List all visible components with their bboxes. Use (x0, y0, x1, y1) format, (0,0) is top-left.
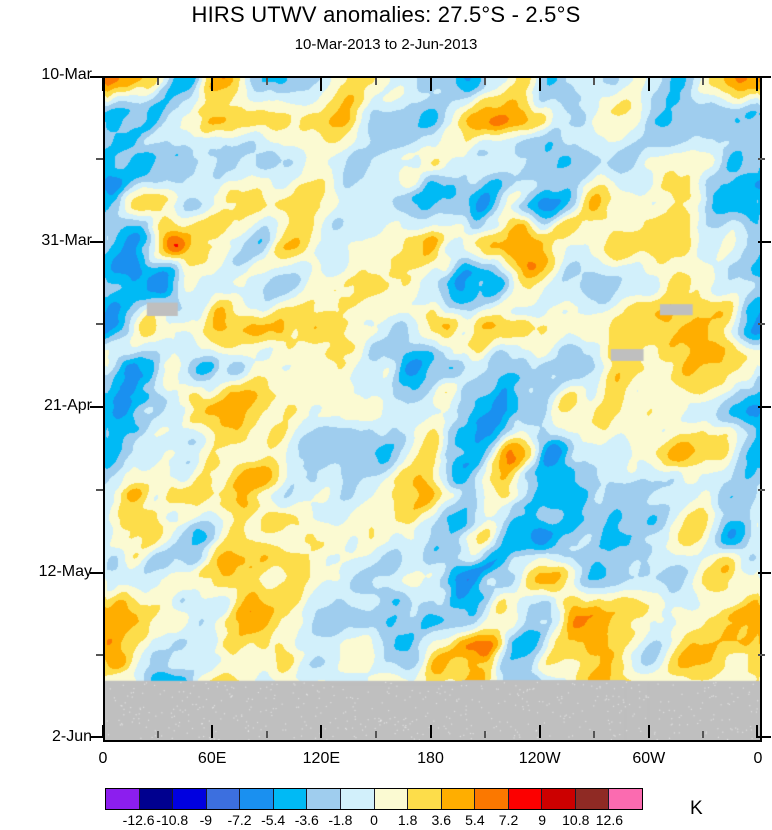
x-major-tick (102, 78, 104, 91)
y-minor-tick (96, 323, 103, 325)
x-minor-tick-bottom (375, 731, 377, 738)
colorbar-unit-label: K (690, 798, 703, 819)
colorbar-swatch (508, 789, 543, 809)
page-subtitle: 10-Mar-2013 to 2-Jun-2013 (294, 36, 478, 53)
colorbar-tick-label: -7.2 (227, 812, 252, 828)
colorbar-tick-label: -12.6 (122, 812, 155, 828)
y-major-tick-right (758, 241, 771, 243)
colorbar-swatch (173, 789, 207, 809)
x-major-tick (320, 78, 322, 91)
colorbar-tick-label: 12.6 (595, 812, 623, 828)
x-axis-label: 60E (197, 750, 227, 767)
x-axis-label: 120E (302, 750, 341, 767)
colorbar-swatch (441, 789, 476, 809)
x-major-tick (430, 78, 432, 91)
x-major-tick (756, 78, 758, 91)
colorbar (105, 788, 643, 810)
colorbar-swatch (273, 789, 308, 809)
y-major-tick (90, 241, 103, 243)
colorbar-tick-label: 7.2 (498, 812, 519, 828)
x-major-tick (539, 78, 541, 91)
x-minor-tick (157, 78, 159, 85)
y-minor-tick-right (758, 158, 765, 160)
x-major-tick-bottom (211, 725, 213, 738)
colorbar-swatch (374, 789, 409, 809)
colorbar-swatch (575, 789, 610, 809)
hovmoller-plot (103, 76, 762, 742)
y-minor-tick-right (758, 654, 765, 656)
plot-canvas-clip (105, 78, 760, 740)
x-major-tick-bottom (102, 725, 104, 738)
y-minor-tick-right (758, 323, 765, 325)
x-minor-tick-bottom (593, 731, 595, 738)
y-major-tick-right (758, 572, 771, 574)
colorbar-tick-label: -3.6 (294, 812, 319, 828)
x-minor-tick-bottom (702, 731, 704, 738)
x-minor-tick (266, 78, 268, 85)
page-title: HIRS UTWV anomalies: 27.5°S - 2.5°S (191, 2, 581, 27)
x-axis-label: 0 (753, 750, 763, 767)
x-minor-tick-bottom (484, 731, 486, 738)
colorbar-tick-label: -9 (199, 812, 213, 828)
colorbar-tick-label: 5.4 (465, 812, 485, 828)
colorbar-tick-label: -1.8 (328, 812, 353, 828)
anomaly-field-canvas (105, 78, 760, 740)
x-major-tick-bottom (756, 725, 758, 738)
y-major-tick (90, 76, 103, 78)
x-axis-label: 0 (98, 750, 108, 767)
colorbar-tick-label: 3.6 (431, 812, 451, 828)
colorbar-swatch (542, 789, 576, 809)
colorbar-tick-label: 1.8 (397, 812, 418, 828)
y-axis-label: 2-Jun (51, 728, 92, 745)
colorbar-tick-label: 10.8 (562, 812, 590, 828)
y-minor-tick-right (758, 489, 765, 491)
colorbar-tick-label: -5.4 (261, 812, 286, 828)
x-major-tick (648, 78, 650, 91)
y-axis-label: 12-May (38, 562, 92, 580)
colorbar-swatch (408, 789, 442, 809)
x-minor-tick (702, 78, 704, 85)
x-minor-tick (484, 78, 486, 85)
y-minor-tick (96, 158, 103, 160)
y-major-tick (90, 736, 103, 738)
y-axis-label: 10-Mar (41, 66, 92, 83)
colorbar-swatch (139, 789, 174, 809)
colorbar-swatch (206, 789, 241, 809)
x-axis-label: 60W (632, 750, 666, 767)
y-major-tick (90, 406, 103, 408)
colorbar-swatch (307, 789, 341, 809)
colorbar-tick-label: 9 (538, 812, 547, 828)
colorbar-swatch (609, 789, 642, 809)
x-minor-tick (593, 78, 595, 85)
y-major-tick-right (758, 76, 771, 78)
y-minor-tick (96, 489, 103, 491)
x-minor-tick-bottom (157, 731, 159, 738)
y-axis-label: 31-Mar (41, 231, 92, 249)
x-minor-tick-bottom (266, 731, 268, 738)
x-major-tick-bottom (539, 725, 541, 738)
y-major-tick (90, 572, 103, 574)
y-minor-tick (96, 654, 103, 656)
colorbar-swatch (240, 789, 274, 809)
x-minor-tick (375, 78, 377, 85)
x-axis-label: 180 (417, 750, 444, 767)
y-major-tick-right (758, 406, 771, 408)
colorbar-swatch (475, 789, 509, 809)
colorbar-swatch (340, 789, 375, 809)
x-major-tick-bottom (320, 725, 322, 738)
colorbar-tick-label: 0 (370, 812, 378, 828)
y-major-tick-right (758, 736, 771, 738)
x-major-tick-bottom (648, 725, 650, 738)
x-major-tick (211, 78, 213, 91)
colorbar-tick-label: -10.8 (156, 812, 189, 828)
x-major-tick-bottom (430, 725, 432, 738)
colorbar-swatch (106, 789, 140, 809)
x-axis-label: 120W (518, 750, 561, 767)
y-axis-label: 21-Apr (43, 397, 92, 414)
